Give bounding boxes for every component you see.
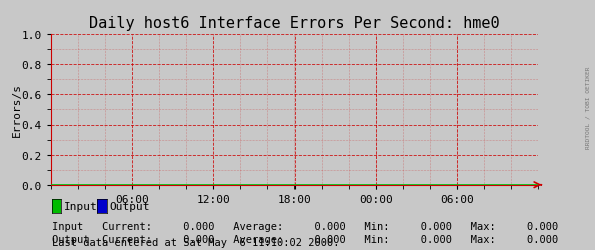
Text: Input   Current:     0.000   Average:     0.000   Min:     0.000   Max:     0.00: Input Current: 0.000 Average: 0.000 Min:…	[52, 221, 558, 231]
Y-axis label: Errors/s: Errors/s	[12, 83, 22, 137]
Text: Output  Current:     0.000   Average:     0.000   Min:     0.000   Max:     0.00: Output Current: 0.000 Average: 0.000 Min…	[52, 234, 558, 244]
Text: Output: Output	[109, 201, 150, 211]
Text: RRDTOOL / TOBI OETIKER: RRDTOOL / TOBI OETIKER	[585, 66, 590, 148]
Text: Last data entered at Sat May  6 11:10:02 2000.: Last data entered at Sat May 6 11:10:02 …	[52, 237, 339, 247]
Title: Daily host6 Interface Errors Per Second: hme0: Daily host6 Interface Errors Per Second:…	[89, 16, 500, 31]
Text: Input: Input	[64, 201, 98, 211]
